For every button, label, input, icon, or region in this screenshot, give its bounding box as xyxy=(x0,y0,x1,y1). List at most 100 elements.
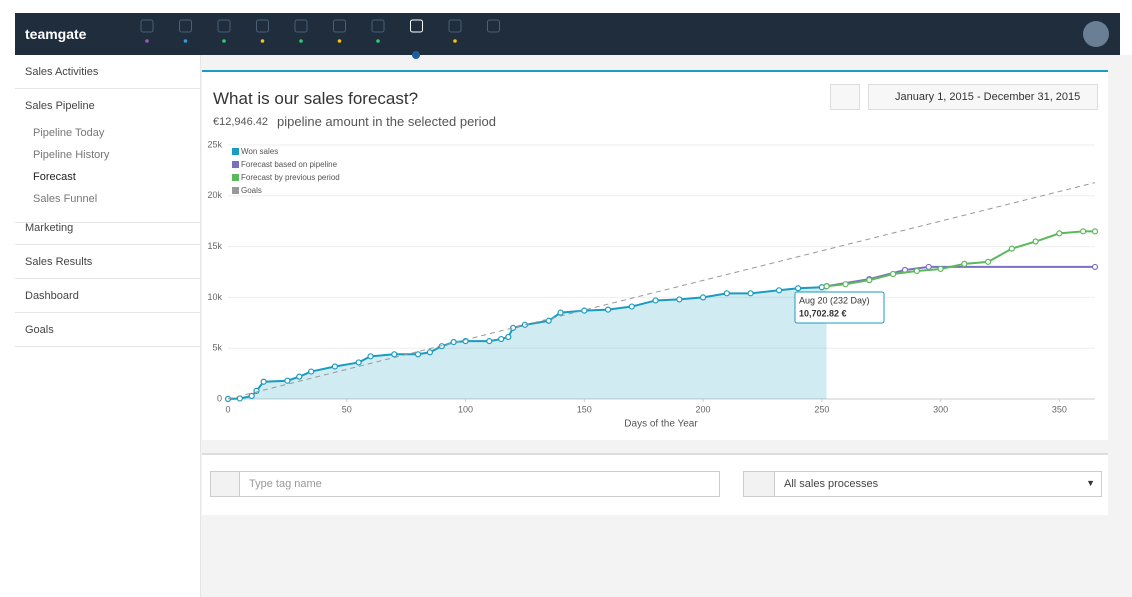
point xyxy=(794,285,802,292)
process-value: All sales processes xyxy=(784,478,879,490)
point xyxy=(961,260,968,267)
tooltip-title: Aug 20 (232 Day) xyxy=(799,295,870,305)
y-tick-label: 0 xyxy=(217,393,222,403)
y-tick-label: 20k xyxy=(207,190,222,200)
point xyxy=(414,351,422,358)
point xyxy=(486,337,493,345)
sidebar-subitem[interactable]: Forecast xyxy=(33,171,76,183)
top-nav: teamgate xyxy=(15,13,1120,55)
nav-icon[interactable] xyxy=(294,19,308,33)
nav-icon[interactable] xyxy=(371,19,385,33)
point xyxy=(747,290,754,297)
x-tick-label: 0 xyxy=(225,404,230,414)
point xyxy=(260,378,267,385)
x-axis-label: Days of the Year xyxy=(624,419,698,430)
point xyxy=(913,267,920,275)
legend-swatch xyxy=(232,174,239,181)
nav-active xyxy=(412,51,420,59)
point xyxy=(355,359,362,366)
expand-button[interactable] xyxy=(830,84,860,110)
filter-card: Type tag name All sales processes ▼ xyxy=(202,453,1108,515)
point xyxy=(545,317,552,324)
legend-label: Won sales xyxy=(241,147,278,156)
nav-icon[interactable] xyxy=(333,19,346,33)
chart-card: What is our sales forecast? €12,946.42 p… xyxy=(202,70,1108,440)
point xyxy=(775,287,783,294)
point xyxy=(1032,238,1039,245)
point xyxy=(676,296,683,303)
nav-icon[interactable] xyxy=(448,19,462,33)
amount: €12,946.42 xyxy=(213,116,269,128)
point xyxy=(652,297,659,304)
point xyxy=(557,309,564,316)
sidebar-subitem[interactable]: Sales Funnel xyxy=(33,193,98,205)
point xyxy=(509,324,517,331)
point xyxy=(985,258,992,265)
y-tick-label: 5k xyxy=(212,343,222,353)
sidebar-subitem[interactable]: Pipeline Today xyxy=(33,127,105,139)
x-tick-label: 100 xyxy=(458,404,473,414)
point xyxy=(1056,230,1063,237)
point xyxy=(1091,228,1099,235)
sidebar-item[interactable]: Sales Activities xyxy=(25,66,99,78)
point xyxy=(842,281,849,288)
x-tick-label: 50 xyxy=(342,404,352,414)
point xyxy=(505,333,512,341)
nav-icon[interactable] xyxy=(217,19,231,33)
nav-icon[interactable] xyxy=(179,19,192,33)
point xyxy=(296,373,303,380)
y-tick-label: 15k xyxy=(207,241,222,251)
sidebar: Sales Activities Sales Pipeline Marketing S… xyxy=(15,55,201,597)
point xyxy=(604,306,612,313)
sidebar-item[interactable]: Sales Pipeline xyxy=(25,100,95,112)
tag-placeholder: Type tag name xyxy=(249,478,322,490)
series-line xyxy=(227,182,1096,400)
point xyxy=(1080,228,1087,235)
point xyxy=(426,349,434,356)
point xyxy=(331,363,338,370)
point xyxy=(937,265,944,273)
y-tick-label: 10k xyxy=(207,292,222,302)
nav-icon[interactable] xyxy=(410,19,423,33)
date-range[interactable]: January 1, 2015 - December 31, 2015 xyxy=(868,84,1098,110)
point xyxy=(581,307,588,314)
point xyxy=(308,368,315,375)
area xyxy=(228,286,827,399)
legend-label: Goals xyxy=(241,186,262,195)
sidebar-item[interactable]: Marketing xyxy=(25,222,74,234)
point xyxy=(248,392,255,400)
point xyxy=(1091,263,1099,271)
nav-icon[interactable] xyxy=(140,19,154,33)
legend-swatch xyxy=(232,161,239,168)
process-select[interactable]: All sales processes ▼ xyxy=(743,471,1102,497)
tag-input[interactable]: Type tag name xyxy=(210,471,720,497)
point xyxy=(866,277,873,284)
x-tick-label: 150 xyxy=(577,404,592,414)
point xyxy=(391,351,398,358)
series-line xyxy=(826,265,1095,288)
sidebar-item[interactable]: Goals xyxy=(25,324,54,336)
nav-dot xyxy=(222,39,226,43)
point xyxy=(498,335,505,343)
logo[interactable]: teamgate xyxy=(25,26,87,42)
nav-icon[interactable] xyxy=(487,19,500,33)
point xyxy=(284,377,291,384)
sidebar-item[interactable]: Dashboard xyxy=(25,290,79,302)
legend-swatch xyxy=(232,187,239,194)
sidebar-item[interactable]: Sales Results xyxy=(25,256,93,268)
point xyxy=(723,290,730,297)
nav-dot xyxy=(376,39,380,43)
avatar[interactable] xyxy=(1083,21,1109,47)
point xyxy=(1008,245,1015,252)
x-tick-label: 350 xyxy=(1052,404,1067,414)
point xyxy=(889,270,897,278)
x-tick-label: 200 xyxy=(696,404,711,414)
point xyxy=(367,353,374,360)
nav-dot xyxy=(337,39,342,43)
nav-icon[interactable] xyxy=(256,19,269,33)
y-tick-label: 25k xyxy=(207,139,222,149)
sidebar-subitem[interactable]: Pipeline History xyxy=(33,149,110,161)
nav-dot xyxy=(260,39,265,43)
